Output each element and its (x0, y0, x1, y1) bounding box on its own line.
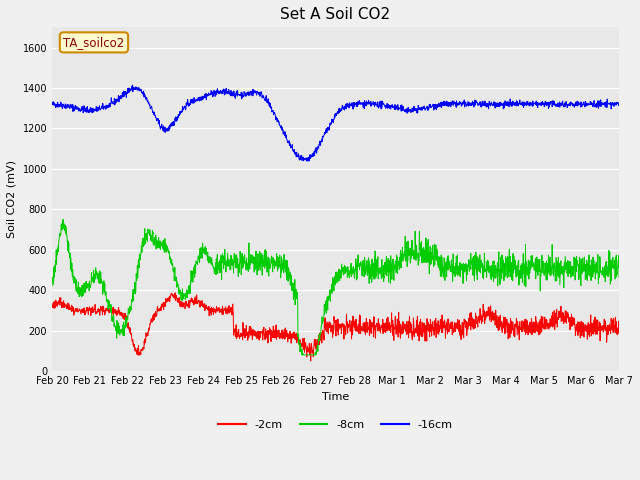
Title: Set A Soil CO2: Set A Soil CO2 (280, 7, 390, 22)
Text: TA_soilco2: TA_soilco2 (63, 36, 125, 49)
X-axis label: Time: Time (322, 392, 349, 401)
Legend: -2cm, -8cm, -16cm: -2cm, -8cm, -16cm (214, 415, 458, 434)
Y-axis label: Soil CO2 (mV): Soil CO2 (mV) (7, 160, 17, 238)
